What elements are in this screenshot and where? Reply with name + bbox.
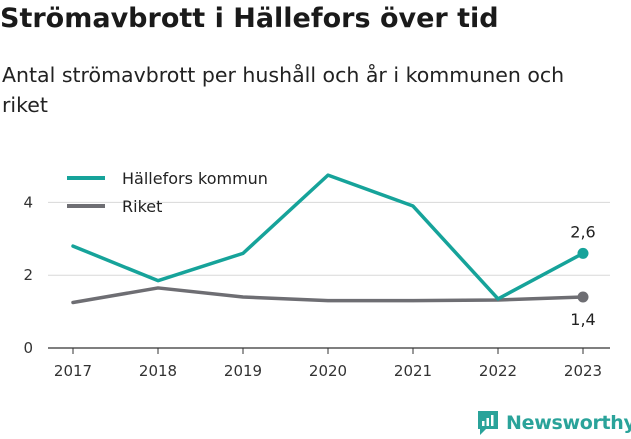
end-value-label: 1,4 xyxy=(570,310,595,329)
end-point xyxy=(577,247,589,259)
x-tick-label: 2019 xyxy=(224,362,262,380)
newsworthy-logo: Newsworthy xyxy=(476,407,631,439)
legend-label: Riket xyxy=(122,197,162,216)
x-axis: 2017 2018 2019 2020 2021 2022 2023 xyxy=(48,347,610,380)
newsworthy-icon xyxy=(478,411,498,435)
x-tick-label: 2023 xyxy=(564,362,602,380)
x-tick-label: 2022 xyxy=(479,362,517,380)
y-tick-label: 4 xyxy=(23,193,33,211)
x-tick-label: 2021 xyxy=(394,362,432,380)
x-tick-label: 2020 xyxy=(309,362,347,380)
y-axis: 0 2 4 xyxy=(23,193,33,357)
x-tick-label: 2018 xyxy=(139,362,177,380)
end-value-label: 2,6 xyxy=(570,222,595,241)
series-lines: 2,6 1,4 xyxy=(71,173,596,329)
brand-text: Newsworthy xyxy=(506,412,631,434)
y-tick-label: 2 xyxy=(23,266,33,284)
y-tick-label: 0 xyxy=(23,339,33,357)
end-point xyxy=(577,291,589,303)
legend-label: Hällefors kommun xyxy=(122,169,268,188)
series-line-hällefors-kommun xyxy=(71,173,585,301)
x-tick-label: 2017 xyxy=(54,362,92,380)
chart-title: Strömavbrott i Hällefors över tid xyxy=(0,3,499,34)
legend: Hällefors kommun Riket xyxy=(67,169,268,216)
chart-subtitle: Antal strömavbrott per hushåll och år i … xyxy=(2,63,565,117)
